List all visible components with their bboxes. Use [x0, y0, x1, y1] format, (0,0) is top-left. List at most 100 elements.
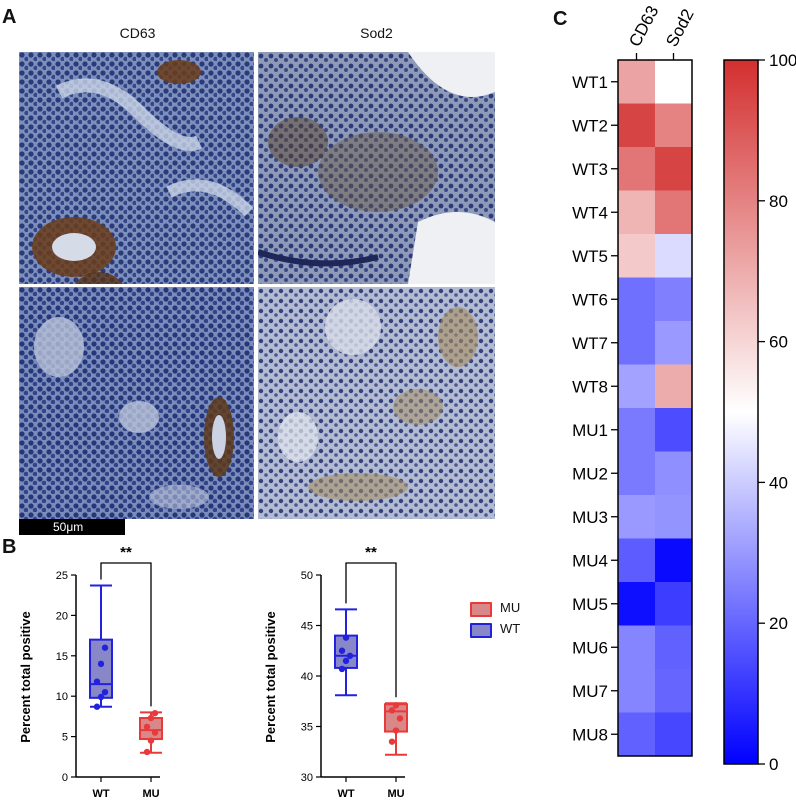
legend-swatch-mu — [470, 602, 492, 617]
row-label-WT8: WT8 — [572, 377, 608, 396]
heatmap-cell-MU1-Sod2 — [655, 408, 693, 452]
row-label-WT2: WT2 — [572, 116, 608, 135]
heatmap-cell-WT1-CD63 — [618, 60, 656, 104]
heatmap-cell-MU8-CD63 — [618, 712, 656, 757]
row-label-MU1: MU1 — [572, 421, 608, 440]
y-tick-label-10: 10 — [56, 691, 68, 703]
colorbar-tick-label-100: 100 — [769, 51, 796, 70]
scale-bar: 50μm — [19, 519, 125, 535]
heatmap-cell-WT4-CD63 — [618, 190, 656, 235]
heatmap-panel: WT1 WT2 WT3 WT4 WT5 WT6 WT7 WT8 MU1 MU2 MU3 MU4 MU5 M… — [572, 3, 796, 774]
legend-label-wt: WT — [500, 621, 521, 636]
y-tick-label-0: 0 — [62, 772, 68, 784]
data-point-MU-4 — [392, 702, 400, 709]
colorbar-tick-label-40: 40 — [769, 473, 788, 492]
y-axis-label: Percent total positive — [263, 611, 278, 742]
significance-bracket — [100, 562, 152, 707]
heatmap-cell-WT6-Sod2 — [655, 277, 693, 322]
legend-swatch-wt — [470, 623, 492, 638]
ylabel-cd63: Percent total positive — [18, 611, 33, 742]
heatmap-cell-WT1-Sod2 — [655, 60, 693, 104]
data-point-WT-4 — [97, 660, 105, 668]
row-label-WT4: WT4 — [572, 203, 608, 222]
heatmap-cell-WT8-CD63 — [618, 364, 656, 409]
data-point-WT-2 — [101, 688, 109, 696]
data-point-WT-2 — [346, 652, 354, 659]
heatmap-cell-MU2-CD63 — [618, 451, 656, 496]
heatmap-cell-MU4-Sod2 — [655, 538, 693, 583]
heatmap-cell-MU7-CD63 — [618, 669, 656, 713]
heatmap-border — [617, 59, 693, 757]
data-point-MU-1 — [147, 737, 155, 744]
data-point-WT-5 — [101, 644, 109, 651]
x-tick-label-WT: WT — [92, 788, 109, 800]
y-tick-label-15: 15 — [56, 651, 68, 663]
histology-image-cd63-top — [19, 52, 254, 284]
data-point-WT-3 — [93, 678, 101, 685]
colorbar-tick-label-60: 60 — [769, 333, 788, 352]
heatmap-cell-MU4-CD63 — [618, 538, 656, 583]
row-label-WT7: WT7 — [572, 334, 608, 353]
heatmap-cell-WT3-CD63 — [618, 147, 656, 191]
heatmap-cell-WT7-Sod2 — [655, 321, 693, 365]
heatmap-cell-MU5-Sod2 — [655, 582, 693, 626]
data-point-WT-1 — [342, 657, 350, 665]
row-label-WT1: WT1 — [572, 73, 608, 92]
row-label-MU7: MU7 — [572, 682, 608, 701]
panel-a-title-cd63: CD63 — [119, 25, 156, 41]
row-label-WT5: WT5 — [572, 247, 608, 266]
heatmap-cell-MU7-Sod2 — [655, 669, 693, 713]
heatmap-cell-WT7-CD63 — [618, 321, 656, 365]
data-point-MU-4 — [147, 714, 155, 722]
heatmap-cell-WT4-Sod2 — [655, 190, 693, 235]
ylabel-sod2: Percent total positive — [263, 611, 278, 742]
heatmap-cell-WT5-CD63 — [618, 234, 656, 278]
panel-a-title-sod2: Sod2 — [360, 25, 393, 41]
row-label-WT3: WT3 — [572, 160, 608, 179]
heatmap-cell-MU1-CD63 — [618, 408, 656, 452]
data-point-WT-0 — [338, 665, 346, 673]
data-point-MU-3 — [388, 707, 396, 714]
heatmap-cell-MU6-Sod2 — [655, 625, 693, 670]
y-tick-label-5: 5 — [62, 732, 68, 744]
scale-bar-label: 50μm — [53, 520, 84, 534]
row-label-WT6: WT6 — [572, 290, 608, 309]
panel-b-letter: B — [2, 536, 17, 558]
row-label-MU2: MU2 — [572, 464, 608, 483]
x-tick-label-WT: WT — [337, 788, 354, 800]
data-point-MU-5 — [151, 709, 159, 717]
row-label-MU8: MU8 — [572, 725, 608, 744]
colorbar-tick-label-20: 20 — [769, 614, 788, 633]
data-point-MU-0 — [143, 748, 151, 756]
data-point-MU-2 — [151, 729, 159, 736]
data-point-MU-3 — [143, 723, 151, 731]
data-point-WT-0 — [93, 703, 101, 710]
significance-bracket — [345, 562, 397, 698]
y-tick-label-50: 50 — [301, 570, 313, 582]
y-tick-label-20: 20 — [56, 610, 68, 622]
y-axis-label: Percent total positive — [18, 611, 33, 742]
boxplot-sod2: Percent total positive 3035404550WTMUSod… — [263, 544, 408, 800]
legend-label-mu: MU — [500, 600, 521, 615]
heatmap-cell-MU2-Sod2 — [655, 451, 693, 496]
significance-label: ** — [365, 544, 377, 561]
heatmap-cell-WT6-CD63 — [618, 277, 656, 322]
box-WT — [89, 638, 113, 699]
panel-a-letter: A — [2, 6, 17, 28]
heatmap-cell-WT5-Sod2 — [655, 234, 693, 278]
data-point-WT-4 — [342, 634, 350, 641]
data-point-MU-0 — [388, 738, 396, 745]
column-label-CD63: CD63 — [625, 3, 662, 50]
heatmap-cell-MU6-CD63 — [618, 625, 656, 670]
row-label-MU4: MU4 — [572, 551, 608, 570]
panel-c-letter: C — [553, 8, 568, 30]
row-label-MU5: MU5 — [572, 595, 608, 614]
significance-label: ** — [120, 544, 132, 561]
data-point-WT-3 — [338, 647, 346, 654]
heatmap-cell-MU3-Sod2 — [655, 495, 693, 539]
legend: MU WT — [470, 600, 540, 650]
boxplot-cd63: Percent total positive 0510152025WTMUCD6… — [18, 544, 163, 800]
heatmap-cell-MU3-CD63 — [618, 495, 656, 539]
colorbar-tick-label-0: 0 — [769, 755, 778, 774]
heatmap-cell-WT3-Sod2 — [655, 147, 693, 191]
